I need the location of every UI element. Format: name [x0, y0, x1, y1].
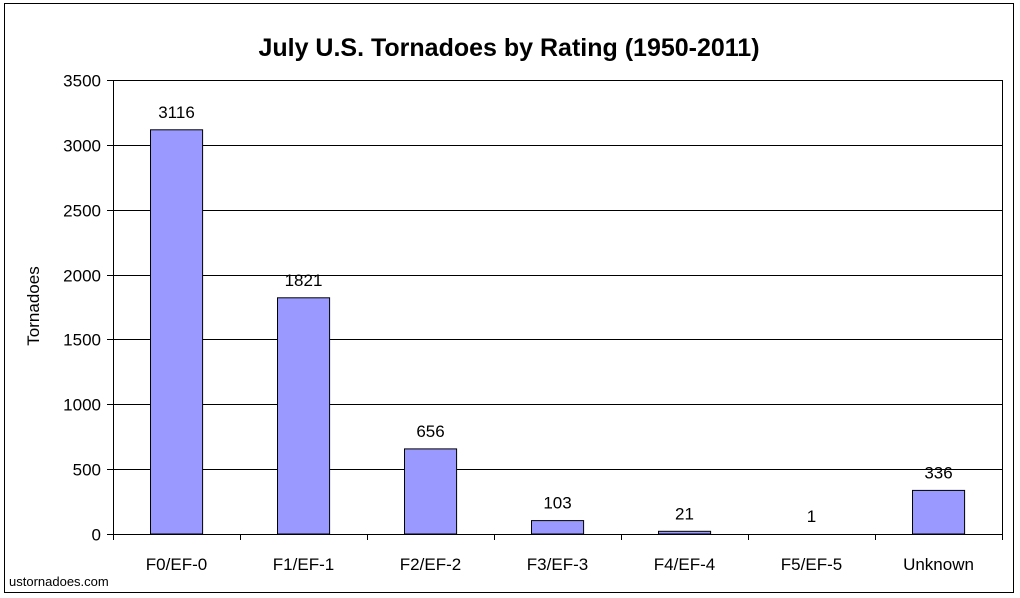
labels: 0 500 1000 1500 2000 2500 3000 3500 3116 F0/EF-0 1… [63, 72, 974, 575]
bar-f2-ef-2 [404, 448, 458, 535]
x-tick-label: F3/EF-3 [527, 555, 588, 574]
y-tick-label: 2000 [63, 267, 101, 286]
x-tick-label: F1/EF-1 [273, 555, 334, 574]
y-axis-title: Tornadoes [24, 266, 43, 345]
bar-f3-ef-3 [531, 520, 585, 535]
x-tick-label: F4/EF-4 [654, 555, 715, 574]
chart-title: July U.S. Tornadoes by Rating (1950-2011… [258, 34, 759, 62]
bars [150, 129, 966, 535]
y-tick-label: 2500 [63, 202, 101, 221]
x-tick-label: F0/EF-0 [146, 555, 207, 574]
y-tick-label: 1000 [63, 396, 101, 415]
x-tick-label: F5/EF-5 [781, 555, 842, 574]
data-label: 21 [675, 504, 694, 523]
y-tick-label: 500 [73, 461, 101, 480]
source-credit: ustornadoes.com [9, 574, 109, 589]
x-tick-label: Unknown [903, 555, 974, 574]
bar-unknown [912, 489, 966, 535]
data-label: 1821 [285, 271, 323, 290]
y-tick-label: 1500 [63, 331, 101, 350]
data-label: 336 [924, 463, 952, 482]
gridlines [113, 80, 1002, 470]
bar-chart: July U.S. Tornadoes by Rating (1950-2011… [24, 34, 1003, 575]
data-label: 1 [807, 507, 816, 526]
y-tick-label: 0 [92, 526, 101, 545]
bar-f0-ef-0 [150, 129, 204, 535]
bar-f1-ef-1 [277, 297, 331, 535]
data-label: 3116 [158, 103, 195, 122]
axes [107, 80, 1003, 540]
bar-f4-ef-4 [658, 530, 712, 535]
data-label: 656 [416, 422, 444, 441]
data-label: 103 [543, 494, 571, 513]
y-tick-label: 3500 [63, 72, 101, 91]
x-tick-label: F2/EF-2 [400, 555, 461, 574]
chart-frame: July U.S. Tornadoes by Rating (1950-2011… [4, 3, 1014, 593]
y-tick-label: 3000 [63, 137, 101, 156]
